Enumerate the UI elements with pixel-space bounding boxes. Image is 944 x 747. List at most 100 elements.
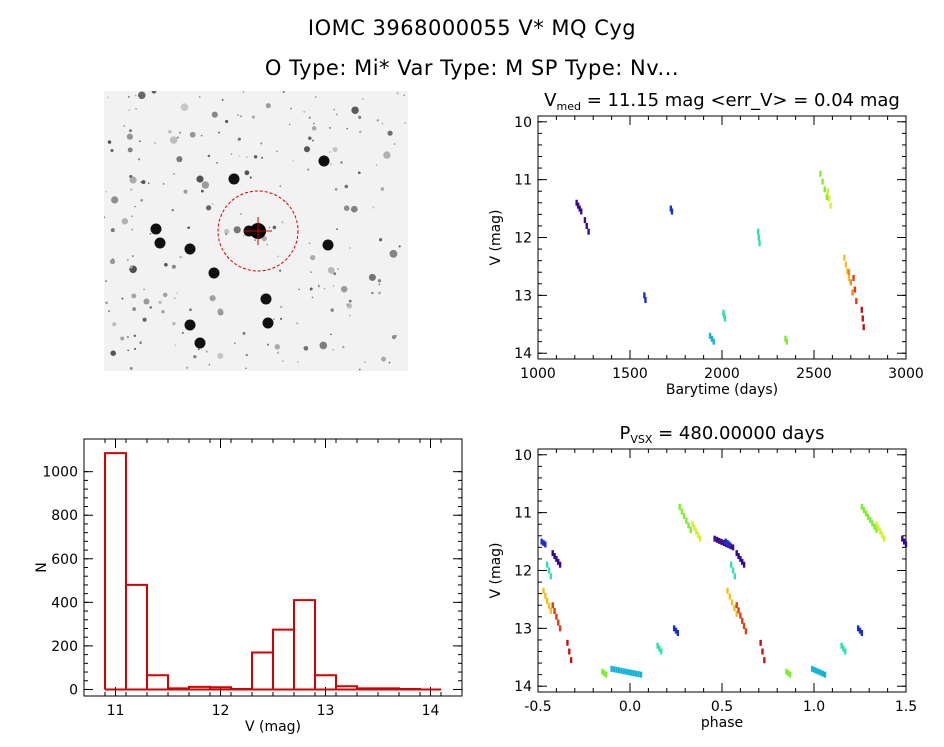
star	[110, 228, 115, 233]
star	[246, 156, 248, 158]
lightcurve-point	[643, 292, 646, 299]
star	[233, 226, 241, 234]
phasecurve-point	[549, 573, 553, 580]
lightcurve-point	[712, 338, 715, 345]
lightcurve-point	[849, 279, 852, 286]
phasecurve-point	[858, 627, 862, 634]
phasecurve-point	[555, 555, 558, 562]
star	[201, 189, 204, 193]
phasecurve-point	[875, 521, 878, 528]
phasecurve-point	[604, 671, 608, 678]
star	[346, 303, 353, 309]
star	[121, 297, 124, 300]
lightcurve-frame	[537, 115, 907, 360]
star	[139, 341, 142, 344]
star	[127, 349, 130, 352]
star	[189, 308, 192, 312]
star	[121, 218, 128, 225]
histogram-y-tick-label: 0	[69, 682, 78, 698]
star	[279, 305, 283, 309]
phasecurve-y-tick-label: 12	[514, 564, 532, 580]
phasecurve-y-axis-label: V (mag)	[488, 542, 504, 598]
star	[194, 337, 206, 349]
star	[358, 368, 361, 371]
star	[348, 299, 352, 303]
phasecurve-point	[737, 607, 740, 614]
star	[128, 96, 130, 98]
star	[242, 91, 245, 93]
phasecurve-point	[879, 528, 882, 535]
star	[153, 142, 157, 145]
star	[344, 184, 349, 189]
lightcurve-y-tick-label: 11	[514, 173, 532, 189]
phasecurve-point	[622, 668, 626, 675]
star	[364, 361, 366, 363]
phasecurve-point	[544, 541, 547, 548]
lightcurve-point	[851, 289, 854, 296]
phasecurve-point	[630, 669, 633, 676]
star	[189, 131, 196, 138]
phasecurve-point	[875, 527, 878, 533]
phasecurve-point	[761, 648, 764, 655]
star	[107, 140, 112, 144]
phasecurve-point	[728, 541, 731, 548]
phasecurve-point	[615, 666, 618, 673]
histogram-y-tick-label: 200	[51, 639, 78, 655]
star	[285, 200, 288, 203]
phasecurve-point	[728, 593, 732, 600]
phasecurve-point	[544, 592, 547, 599]
star	[381, 122, 384, 125]
phasecurve-point	[542, 540, 545, 547]
star	[245, 367, 247, 370]
star	[105, 301, 108, 304]
star	[130, 215, 133, 218]
star	[208, 363, 211, 366]
lightcurve-y-axis-label: V (mag)	[488, 209, 504, 265]
star	[280, 317, 283, 320]
phasecurve-point	[815, 667, 818, 674]
star	[184, 243, 196, 255]
phasecurve-point	[610, 665, 613, 672]
star	[282, 91, 285, 93]
star	[261, 236, 267, 242]
star	[137, 158, 141, 161]
star	[105, 280, 107, 282]
phasecurve-point	[689, 527, 692, 533]
star	[329, 151, 331, 153]
star	[404, 122, 407, 124]
star	[173, 173, 175, 175]
star	[323, 287, 326, 290]
phasecurve-point	[877, 524, 880, 531]
phasecurve-point	[763, 657, 766, 664]
star	[172, 321, 176, 326]
star	[332, 348, 335, 351]
phasecurve-point	[720, 538, 723, 545]
star	[332, 146, 338, 153]
star	[240, 115, 242, 118]
phasecurve-point	[603, 670, 606, 677]
lightcurve-x-tick-label: 1500	[612, 366, 648, 382]
star	[292, 159, 295, 162]
phasecurve-point	[557, 619, 560, 626]
phasecurve-point	[685, 517, 688, 524]
star	[205, 205, 212, 211]
phasecurve-x-tick-label: 0.0	[619, 699, 641, 715]
star	[375, 164, 378, 166]
phasecurve-point	[682, 513, 686, 520]
star	[330, 308, 334, 312]
star	[260, 142, 263, 145]
star	[336, 228, 338, 230]
star	[134, 94, 137, 97]
star	[348, 314, 351, 317]
star	[238, 155, 241, 157]
phasecurve-point	[568, 648, 571, 655]
star	[230, 153, 233, 155]
star	[174, 344, 177, 347]
histogram-y-tick-label: 400	[51, 595, 78, 611]
lightcurve-point	[583, 217, 587, 224]
phasecurve-point	[696, 532, 700, 539]
star	[126, 336, 129, 339]
star	[209, 295, 216, 302]
star	[351, 106, 359, 114]
